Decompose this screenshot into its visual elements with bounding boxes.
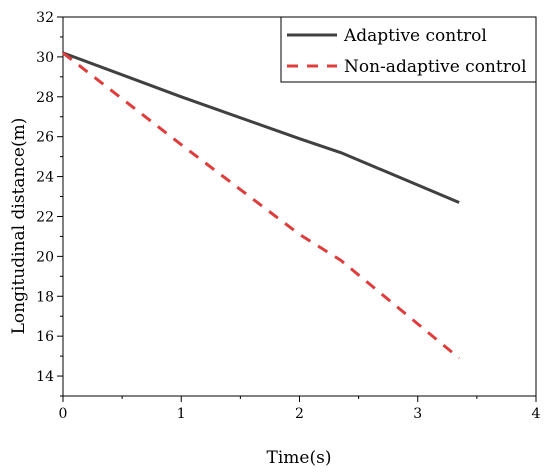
- y-tick-label: 18: [36, 289, 54, 305]
- legend-label-0: Adaptive control: [343, 26, 487, 46]
- series-line-0: [62, 51, 460, 204]
- x-tick-label: 4: [532, 406, 541, 422]
- x-tick-label: 3: [413, 406, 422, 422]
- axes-layer: 0 1 2 3 4 14 16 18 20 22 24 26 28 30 32: [36, 10, 540, 422]
- y-tick-label: 14: [36, 369, 54, 385]
- y-tick-label: 32: [36, 10, 54, 26]
- legend-box: [280, 16, 537, 83]
- x-tick-label: 0: [59, 406, 68, 422]
- y-tick-label: 22: [36, 209, 54, 225]
- y-tick-label: 16: [36, 329, 54, 345]
- y-tick-label: 28: [36, 90, 54, 106]
- y-tick-label: 26: [36, 130, 54, 146]
- y-tick-label: 30: [36, 50, 54, 66]
- legend: Adaptive control Non-adaptive control: [280, 16, 537, 83]
- series-layer: [62, 51, 461, 360]
- series-line-1: [62, 51, 461, 360]
- y-axis-title: Longitudinal distance(m): [9, 118, 29, 335]
- x-axis-title: Time(s): [267, 448, 332, 468]
- x-tick-label: 2: [295, 406, 304, 422]
- y-tick-label: 24: [36, 170, 54, 186]
- x-tick-label: 1: [177, 406, 186, 422]
- y-tick-label: 20: [36, 249, 54, 265]
- legend-label-1: Non-adaptive control: [344, 57, 527, 77]
